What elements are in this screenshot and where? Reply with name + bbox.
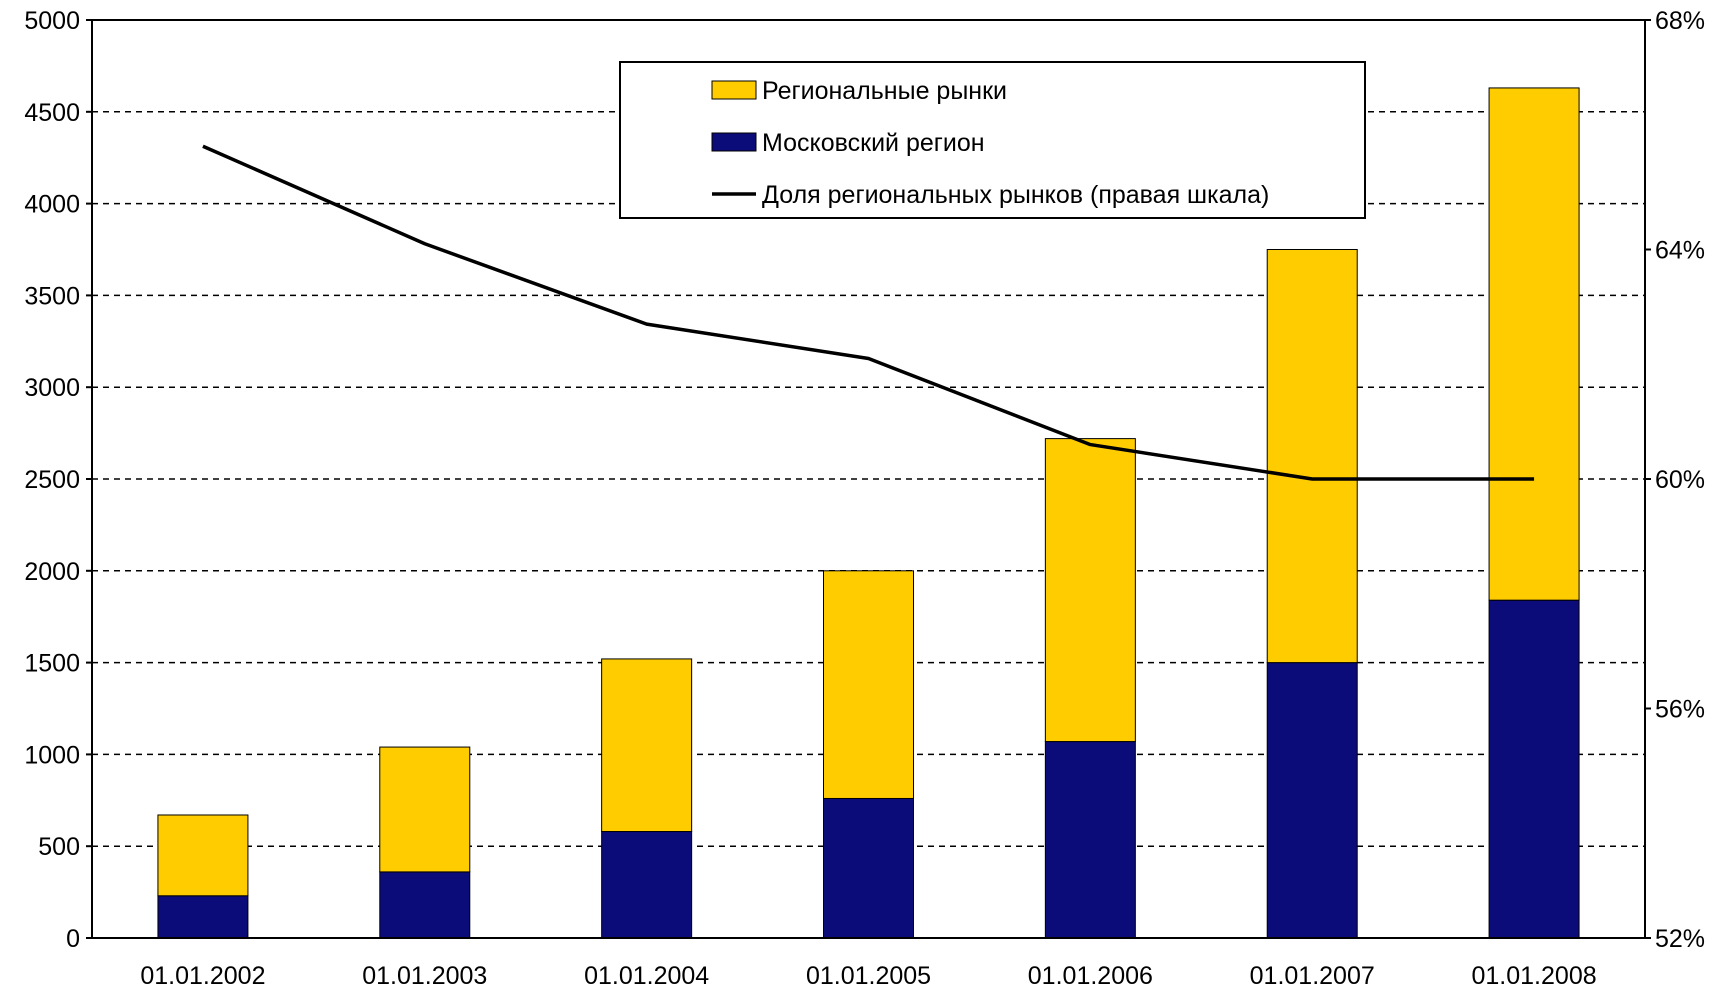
y-left-tick-label: 5000 [24, 7, 80, 35]
legend-label: Московский регион [762, 129, 985, 157]
y-left-tick-label: 0 [66, 925, 80, 953]
y-right-tick-label: 68% [1655, 7, 1705, 35]
x-tick-label: 01.01.2008 [1472, 962, 1597, 990]
bar-regional-markets [823, 570, 914, 799]
share-line [202, 144, 1535, 481]
x-tick-label: 01.01.2007 [1250, 962, 1375, 990]
legend-label: Доля региональных рынков (правая шкала) [762, 181, 1269, 209]
bar-moscow-region [1044, 741, 1136, 939]
y-right-tick-label: 64% [1655, 237, 1705, 265]
legend-swatch [711, 132, 757, 152]
bar-regional-markets [1488, 87, 1580, 601]
y-left-tick-label: 1000 [24, 741, 80, 769]
y-left-tick-label: 500 [38, 833, 80, 861]
y-left-tick-label: 1500 [24, 650, 80, 678]
y-right-tick-label: 52% [1655, 925, 1705, 953]
bar-moscow-region [601, 831, 693, 939]
x-tick-label: 01.01.2004 [584, 962, 709, 990]
bar-moscow-region [1488, 599, 1580, 939]
bar-moscow-region [379, 871, 471, 939]
x-tick-label: 01.01.2005 [806, 962, 931, 990]
x-tick-label: 01.01.2006 [1028, 962, 1153, 990]
y-left-tick-label: 4500 [24, 99, 80, 127]
legend: Региональные рынки Московский регион Доля … [619, 61, 1366, 219]
y-left-tick-label: 2500 [24, 466, 80, 494]
legend-label: Региональные рынки [762, 77, 1007, 105]
y-right-tick-label: 56% [1655, 696, 1705, 724]
regional-share-line [202, 144, 1535, 481]
axes: 0 500 1000 1500 2000 2500 3000 3500 4000 4500 5000… [24, 7, 1705, 990]
x-tick-label: 01.01.2003 [362, 962, 487, 990]
bar-moscow-region [823, 797, 914, 939]
y-right-tick-label: 60% [1655, 466, 1705, 494]
bar-regional-markets [1044, 438, 1136, 743]
bar-regional-markets [601, 658, 693, 833]
y-left-tick-label: 2000 [24, 558, 80, 586]
x-tick-label: 01.01.2002 [140, 962, 265, 990]
y-left-tick-label: 4000 [24, 191, 80, 219]
legend-swatch [711, 80, 757, 100]
bar-regional-markets [1266, 249, 1358, 664]
y-left-tick-label: 3500 [24, 282, 80, 310]
bar-regional-markets [379, 746, 471, 873]
bar-regional-markets [157, 814, 249, 897]
bar-moscow-region [1266, 662, 1358, 939]
bars [157, 87, 1580, 939]
grid-lines [92, 111, 1645, 847]
y-left-tick-label: 3000 [24, 374, 80, 402]
bar-moscow-region [157, 895, 249, 939]
